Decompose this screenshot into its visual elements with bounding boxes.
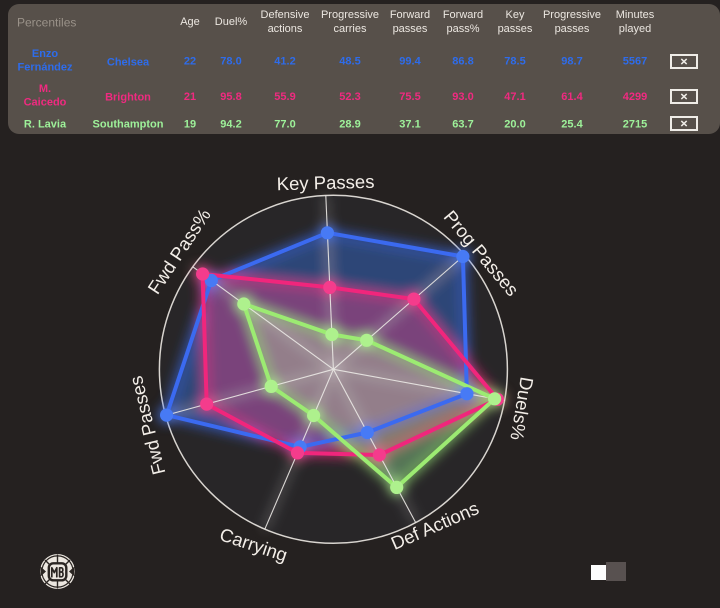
svg-text:99.4: 99.4	[399, 56, 421, 68]
svg-text:Caicedo: Caicedo	[24, 97, 67, 109]
svg-text:61.4: 61.4	[561, 91, 583, 103]
svg-text:55.9: 55.9	[274, 91, 295, 103]
svg-text:20.0: 20.0	[504, 119, 525, 131]
svg-text:77.0: 77.0	[274, 119, 295, 131]
svg-text:carries: carries	[333, 23, 367, 35]
svg-text:Duel%: Duel%	[215, 16, 248, 28]
svg-text:95.8: 95.8	[220, 91, 241, 103]
svg-text:Key: Key	[506, 9, 525, 21]
svg-text:47.1: 47.1	[504, 91, 525, 103]
svg-text:Chelsea: Chelsea	[107, 57, 150, 69]
svg-text:37.1: 37.1	[399, 119, 420, 131]
svg-text:passes: passes	[393, 23, 428, 35]
svg-text:94.2: 94.2	[220, 119, 241, 131]
svg-text:Duels%: Duels%	[506, 375, 537, 441]
svg-text:98.7: 98.7	[561, 56, 582, 68]
svg-text:2715: 2715	[623, 119, 647, 131]
svg-text:Age: Age	[180, 16, 200, 28]
svg-text:41.2: 41.2	[274, 56, 295, 68]
svg-text:passes: passes	[498, 23, 533, 35]
svg-text:78.0: 78.0	[220, 56, 241, 68]
svg-text:Key Passes: Key Passes	[276, 171, 374, 195]
svg-text:R. Lavia: R. Lavia	[24, 119, 67, 131]
svg-text:Southampton: Southampton	[93, 119, 164, 131]
svg-text:28.9: 28.9	[339, 119, 360, 131]
svg-text:86.8: 86.8	[452, 56, 473, 68]
svg-text:M.: M.	[39, 83, 51, 95]
svg-text:Progressive: Progressive	[321, 9, 379, 21]
svg-text:52.3: 52.3	[339, 91, 360, 103]
svg-text:Brighton: Brighton	[105, 92, 151, 104]
svg-text:78.5: 78.5	[504, 56, 525, 68]
svg-text:Forward: Forward	[443, 9, 483, 21]
svg-text:25.4: 25.4	[561, 119, 583, 131]
svg-text:actions: actions	[268, 23, 303, 35]
svg-text:passes: passes	[555, 23, 590, 35]
svg-text:Percentiles: Percentiles	[17, 16, 76, 30]
svg-text:75.5: 75.5	[399, 91, 420, 103]
svg-text:21: 21	[184, 91, 196, 103]
svg-text:5567: 5567	[623, 56, 647, 68]
svg-text:played: played	[619, 23, 651, 35]
svg-text:19: 19	[184, 119, 196, 131]
svg-text:Forward: Forward	[390, 9, 430, 21]
svg-text:Progressive: Progressive	[543, 9, 601, 21]
svg-text:63.7: 63.7	[452, 119, 473, 131]
svg-text:4299: 4299	[623, 91, 647, 103]
svg-text:48.5: 48.5	[339, 56, 360, 68]
svg-text:Defensive: Defensive	[261, 9, 310, 21]
svg-text:22: 22	[184, 56, 196, 68]
svg-text:Minutes: Minutes	[616, 9, 655, 21]
svg-text:Fernández: Fernández	[17, 62, 73, 74]
svg-text:pass%: pass%	[446, 23, 479, 35]
svg-text:93.0: 93.0	[452, 91, 473, 103]
svg-text:Enzo: Enzo	[32, 48, 59, 60]
